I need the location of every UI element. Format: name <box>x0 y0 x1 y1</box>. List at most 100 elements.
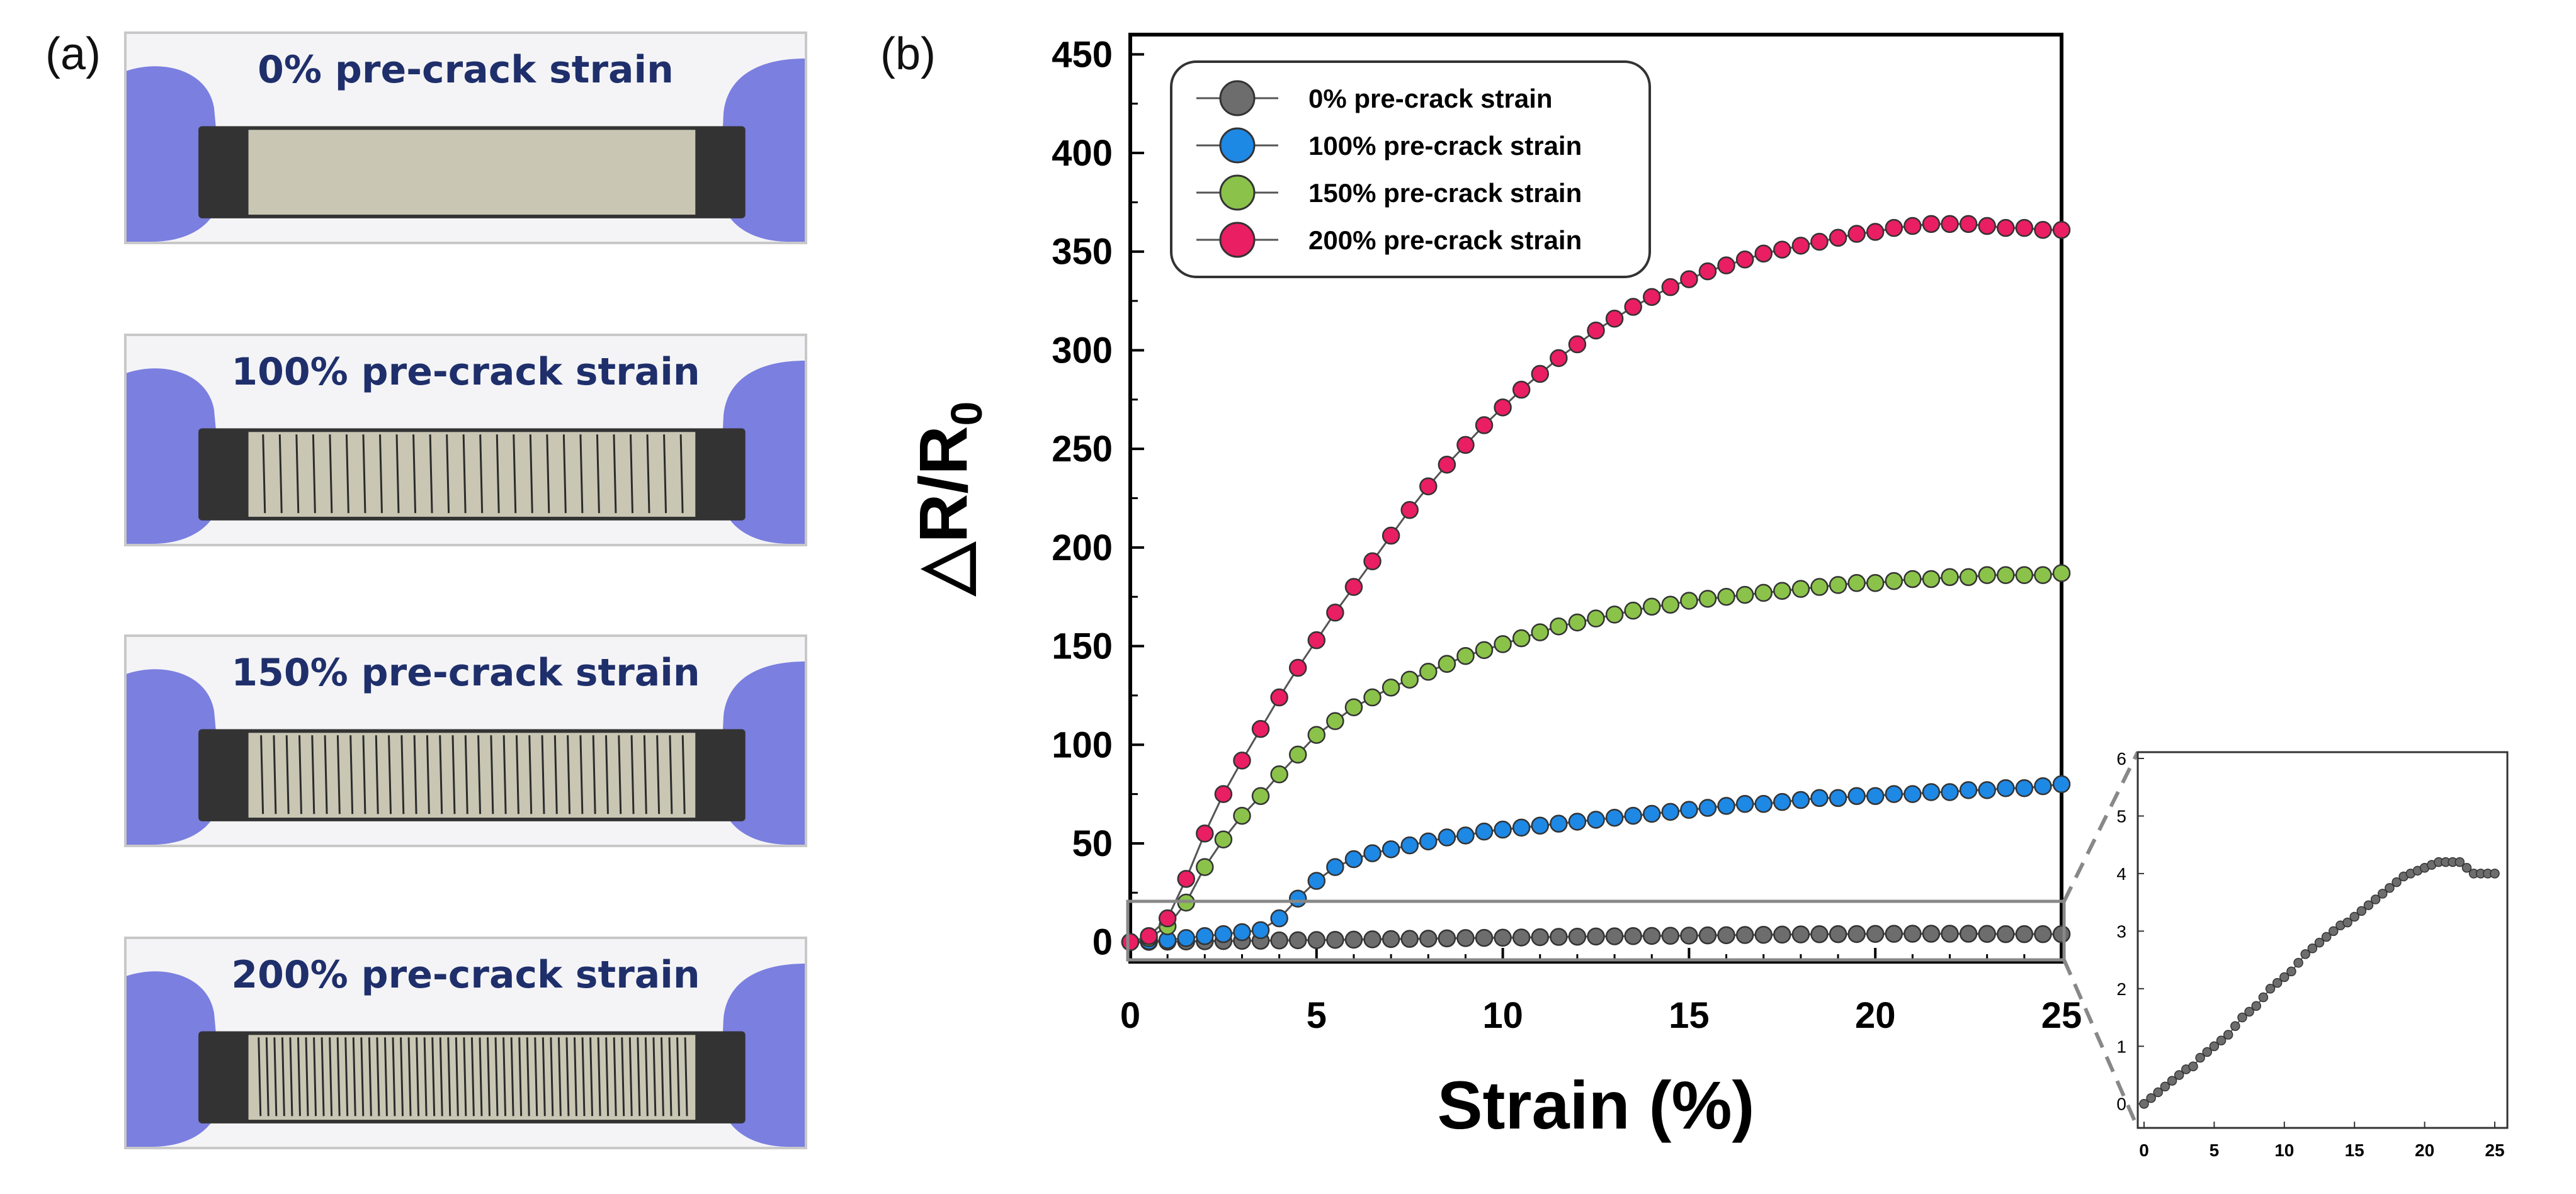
data-point <box>1997 925 2015 943</box>
data-point <box>1810 925 1829 943</box>
crack-line <box>383 1037 388 1117</box>
legend-marker <box>1219 80 1256 116</box>
data-point <box>1847 925 1866 943</box>
x-tick-label: 5 <box>1307 995 1327 1036</box>
data-point <box>1791 237 1810 255</box>
data-point <box>1829 925 1847 943</box>
inset-data-point <box>2461 863 2472 873</box>
crack-line <box>463 1037 467 1117</box>
data-point <box>1661 803 1680 821</box>
data-point <box>1475 822 1494 841</box>
data-point <box>1754 583 1773 602</box>
inset-data-point <box>2356 906 2367 916</box>
glove-left <box>127 971 222 1147</box>
data-point <box>1717 797 1735 815</box>
data-point <box>1214 925 1233 943</box>
data-point <box>1512 818 1531 837</box>
data-point <box>1307 872 1326 890</box>
photo-caption: 150% pre-crack strain <box>231 651 700 695</box>
inset-data-point <box>2230 1021 2240 1031</box>
data-point <box>1568 927 1587 946</box>
crack-line <box>462 434 467 514</box>
inset-data-point <box>2258 992 2269 1003</box>
crack-line <box>490 735 494 814</box>
crack-line <box>553 735 558 814</box>
glove-left <box>127 669 222 845</box>
crack-line <box>637 1037 641 1117</box>
data-point <box>1363 844 1382 862</box>
data-point <box>1568 335 1587 354</box>
crack-line <box>379 434 383 514</box>
data-point <box>1922 570 1941 589</box>
data-point <box>1941 783 1959 801</box>
data-point <box>1382 526 1400 545</box>
data-point <box>1605 310 1624 328</box>
data-point <box>1605 808 1624 827</box>
inset-data-point <box>2188 1061 2198 1072</box>
crack-line <box>596 434 600 514</box>
data-point <box>1438 828 1456 847</box>
data-point <box>1661 278 1680 296</box>
crack-line <box>681 735 686 814</box>
data-point <box>1904 925 1922 943</box>
inset-y-tick-label: 5 <box>2116 806 2126 826</box>
data-point <box>1158 909 1177 928</box>
data-point <box>1177 929 1195 947</box>
data-point <box>1978 217 1996 235</box>
crack-line <box>360 1037 365 1117</box>
data-point <box>1288 658 1307 677</box>
data-point <box>1196 927 1214 945</box>
data-point <box>1326 712 1344 730</box>
data-point <box>1829 228 1847 247</box>
crack-line <box>281 1037 285 1117</box>
crack-line <box>285 735 290 814</box>
crack-line <box>510 1037 514 1117</box>
inset-data-point <box>2237 1012 2247 1023</box>
data-point <box>1233 806 1251 825</box>
data-point <box>1344 698 1363 716</box>
crack-line <box>630 434 633 514</box>
data-point <box>1419 663 1438 681</box>
inset-data-point <box>2174 1070 2184 1080</box>
data-point <box>1698 262 1717 281</box>
crack-line <box>289 1037 293 1117</box>
data-point <box>1568 613 1587 632</box>
y-axis-label-text: △R/R <box>905 425 981 597</box>
series-s200 <box>1121 215 2071 951</box>
photo-0-pre-crack: 0% pre-crack strain <box>124 31 807 244</box>
inset-data-point <box>2454 857 2465 867</box>
data-point <box>1494 820 1512 839</box>
crack-line <box>628 1037 633 1117</box>
crack-line <box>479 434 484 514</box>
data-point <box>1326 930 1344 949</box>
photo-caption: 200% pre-crack strain <box>231 953 700 997</box>
x-tick-label: 0 <box>1120 995 1140 1036</box>
data-point <box>1866 787 1885 805</box>
data-point <box>1717 256 1735 274</box>
crack-line <box>297 1037 301 1117</box>
data-point <box>1382 840 1400 859</box>
data-point <box>1922 215 1941 234</box>
crack-line <box>446 434 450 514</box>
crack-line <box>464 735 468 814</box>
data-point <box>1475 641 1494 660</box>
data-point <box>1754 795 1773 813</box>
x-tick-label: 10 <box>1482 995 1523 1036</box>
data-point <box>1773 240 1791 259</box>
data-point <box>1270 688 1288 707</box>
photo-0-illustration <box>127 34 805 242</box>
photo-200-illustration <box>127 939 805 1147</box>
data-point <box>1735 795 1754 813</box>
data-point <box>1270 909 1288 928</box>
crack-line <box>336 735 341 814</box>
data-point <box>1419 930 1438 948</box>
data-point <box>1866 574 1885 592</box>
data-point <box>1847 787 1866 805</box>
data-point <box>2015 218 2034 237</box>
inset-data-point <box>2307 943 2318 954</box>
data-point <box>1680 926 1698 945</box>
data-point <box>1847 225 1866 243</box>
crack-line <box>412 434 417 514</box>
y-tick-label: 150 <box>1052 626 1113 667</box>
crack-line <box>630 735 635 814</box>
